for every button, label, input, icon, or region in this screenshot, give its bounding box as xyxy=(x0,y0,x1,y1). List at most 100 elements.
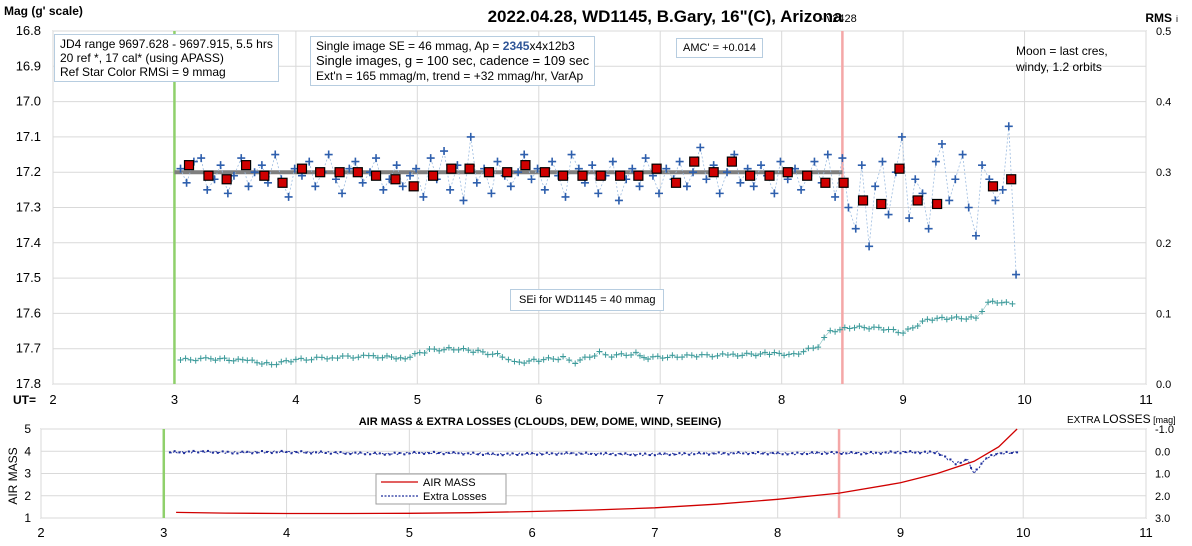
extra-losses-series xyxy=(168,449,1019,475)
rms-point xyxy=(283,357,290,364)
extra-losses-point xyxy=(619,452,622,455)
average-point xyxy=(708,167,719,178)
top-y2-tick-label: 0.3 xyxy=(1156,167,1171,179)
extra-losses-point xyxy=(555,453,558,456)
average-point xyxy=(240,160,252,171)
extra-losses-point xyxy=(256,451,259,454)
extra-losses-point xyxy=(290,452,293,455)
single-image-point xyxy=(978,161,987,170)
extra-losses-point xyxy=(954,463,957,466)
x-axis-prefix: UT= xyxy=(13,393,36,407)
top-y-tick-label: 17.0 xyxy=(16,94,41,109)
average-point xyxy=(820,177,831,188)
single-image-point xyxy=(446,185,455,194)
extra-losses-point xyxy=(496,453,499,456)
top-x-tick-labels: 2 3 4 5 6 7 8 9 10 11 xyxy=(49,392,1152,407)
extra-losses-point xyxy=(830,450,833,453)
bottom-x-tick-label: 2 xyxy=(37,525,44,540)
top-y2-axis-label: RMS xyxy=(1145,11,1172,25)
single-image-point xyxy=(635,182,644,191)
single-image-point xyxy=(628,164,637,173)
extra-losses-point xyxy=(938,453,941,456)
single-image-point xyxy=(419,192,428,201)
rms-point xyxy=(411,350,418,357)
average-point xyxy=(670,177,682,188)
extra-losses-point xyxy=(840,452,843,455)
average-point xyxy=(183,160,195,171)
single-image-point xyxy=(466,132,475,141)
bottom-y2-tick-label: -1.0 xyxy=(1155,424,1174,436)
extra-losses-point xyxy=(845,452,848,455)
extra-losses-point xyxy=(673,453,676,456)
single-image-point xyxy=(865,242,874,251)
rms-connector xyxy=(497,353,503,358)
rms-point xyxy=(608,354,615,361)
extra-losses-point xyxy=(614,454,617,457)
single-image-point xyxy=(506,182,515,191)
single-image-point xyxy=(271,150,280,159)
extra-losses-point xyxy=(442,453,445,456)
extra-losses-point xyxy=(944,455,947,458)
extra-losses-point xyxy=(178,451,181,454)
extra-losses-point xyxy=(275,451,278,454)
top-vertical-markers xyxy=(173,31,844,384)
average-point xyxy=(446,163,457,174)
extra-losses-point xyxy=(894,451,897,454)
rms-point xyxy=(460,345,467,352)
single-image-point xyxy=(689,168,698,177)
single-image-point xyxy=(998,185,1007,194)
average-point xyxy=(296,163,308,174)
se-text: Single image SE = 46 mmag, Ap = xyxy=(316,39,503,53)
extra-losses-point xyxy=(221,450,224,453)
extra-losses-point xyxy=(855,452,858,455)
single-image-point xyxy=(406,171,415,180)
single-image-point xyxy=(682,182,691,191)
extra-losses-point xyxy=(310,452,313,455)
rms-point xyxy=(761,349,768,356)
rms-point xyxy=(938,314,945,321)
rms-point xyxy=(827,327,834,334)
rms-point xyxy=(383,352,390,359)
rms-point xyxy=(545,354,552,361)
extra-losses-point xyxy=(874,451,877,454)
extra-losses-point xyxy=(766,453,769,456)
extra-losses-point xyxy=(197,451,200,454)
extra-losses-point xyxy=(403,453,406,456)
average-point xyxy=(595,170,606,181)
single-image-point xyxy=(857,161,866,170)
extra-losses-point xyxy=(168,451,171,454)
single-image-point xyxy=(345,164,354,173)
extra-losses-point xyxy=(707,453,710,456)
rms-connector xyxy=(599,351,606,356)
extra-losses-point xyxy=(423,452,426,455)
extra-losses-point xyxy=(211,451,214,454)
rms-point xyxy=(613,351,620,358)
extra-losses-point xyxy=(865,452,868,455)
single-image-point xyxy=(426,154,435,163)
bottom-y2-tick-label: 0.0 xyxy=(1155,446,1170,458)
rms-point xyxy=(719,350,726,357)
extra-losses-point xyxy=(388,453,391,456)
rms-point xyxy=(530,356,537,363)
extra-losses-point xyxy=(418,451,421,454)
extra-losses-point xyxy=(398,451,401,454)
extra-losses-point xyxy=(585,451,588,454)
extra-losses-point xyxy=(447,451,450,454)
rms-connector xyxy=(562,356,570,361)
single-image-point xyxy=(284,192,293,201)
rms-point xyxy=(632,349,639,356)
extra-losses-point xyxy=(663,452,666,455)
top-y-tick-label: 17.8 xyxy=(16,376,41,391)
extra-losses-point xyxy=(560,452,563,455)
average-point xyxy=(857,195,869,206)
single-image-point xyxy=(412,164,421,173)
extra-losses-point xyxy=(970,466,973,469)
info-box-range-line2: 20 ref *, 17 cal* (using APASS) xyxy=(60,51,224,65)
average-point xyxy=(651,163,662,174)
average-point xyxy=(277,177,288,188)
extra-losses-point xyxy=(761,452,764,455)
top-y-tick-label: 17.1 xyxy=(16,129,41,144)
chart-title: 2022.04.28, WD1145, B.Gary, 16"(C), Ariz… xyxy=(488,7,843,26)
top-x-tick-label: 8 xyxy=(778,392,785,407)
bottom-x-tick-label: 8 xyxy=(774,525,781,540)
